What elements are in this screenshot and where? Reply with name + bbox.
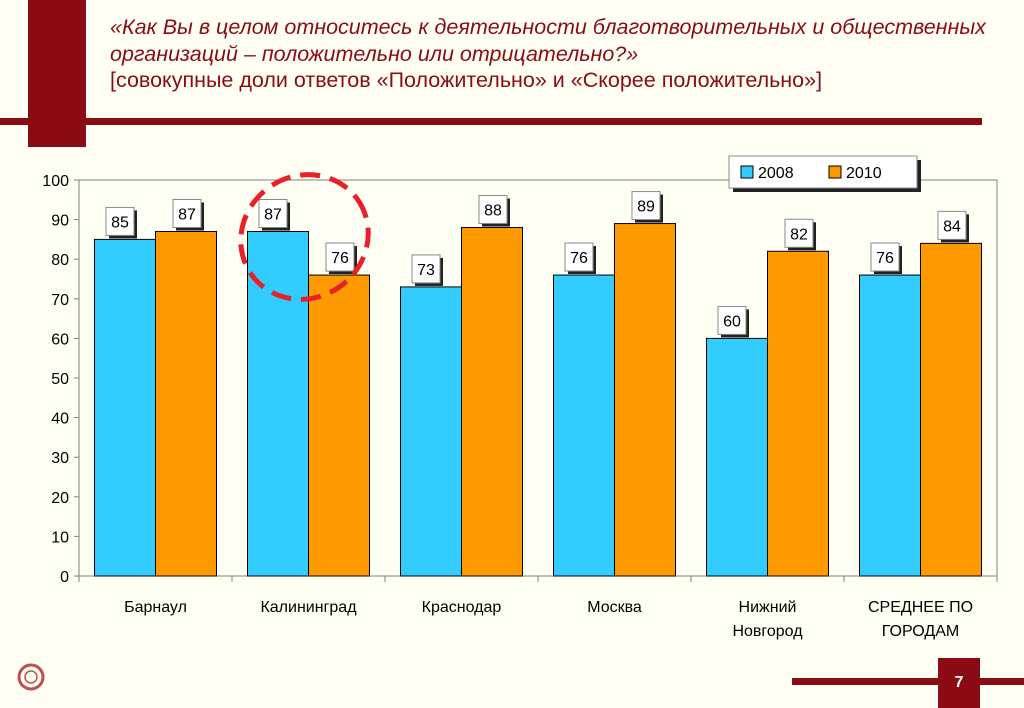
y-tick-label: 60 [51, 331, 69, 348]
y-tick-label: 40 [51, 411, 69, 428]
data-label-box [172, 198, 202, 228]
category-label: Барнаул [124, 599, 187, 616]
bar-2010 [155, 230, 217, 577]
data-label-box [631, 191, 661, 221]
category-label: Москва [587, 599, 642, 616]
category-label: Краснодар [422, 599, 502, 616]
bar-2010 [308, 274, 370, 577]
bar-2010 [920, 242, 982, 577]
data-label-box [478, 195, 508, 225]
legend [728, 155, 918, 189]
data-label: 76 [876, 250, 894, 267]
data-label: 87 [178, 206, 196, 223]
category-label: СРЕДНЕЕ ПО [868, 599, 973, 616]
data-label: 73 [417, 262, 435, 279]
data-label: 76 [331, 250, 349, 267]
bar-2010 [614, 223, 676, 577]
y-tick-label: 80 [51, 252, 69, 269]
y-tick-label: 50 [51, 371, 69, 388]
data-label-box [105, 206, 135, 236]
highlight-ellipse [238, 172, 371, 302]
data-label-box [937, 210, 967, 240]
data-label: 88 [484, 203, 502, 220]
y-tick-label: 30 [51, 450, 69, 467]
legend-swatch-2008 [740, 165, 754, 179]
y-tick-label: 100 [42, 173, 69, 190]
data-label-box [411, 254, 441, 284]
y-tick-label: 10 [51, 529, 69, 546]
legend-swatch-2010 [828, 165, 842, 179]
y-tick-label: 90 [51, 213, 69, 230]
data-label: 87 [264, 206, 282, 223]
data-label-box [258, 198, 288, 228]
y-tick-label: 0 [60, 569, 69, 586]
category-label: Нижний [739, 599, 797, 616]
category-label: ГОРОДАМ [882, 623, 959, 640]
data-label: 76 [570, 250, 588, 267]
data-label: 89 [637, 199, 655, 216]
y-tick-label: 20 [51, 490, 69, 507]
legend-label-2010: 2010 [846, 165, 882, 182]
y-tick-label: 70 [51, 292, 69, 309]
bar-2008 [247, 230, 309, 577]
category-label: Новгород [732, 623, 803, 640]
header-divider [0, 118, 982, 125]
category-label: Калининград [260, 599, 357, 616]
bar-2008 [706, 337, 768, 577]
bar-2008 [400, 286, 462, 577]
slide-title: «Как Вы в целом относитесь к деятельност… [110, 14, 1010, 94]
data-label: 85 [111, 214, 129, 231]
bar-2008 [553, 274, 615, 577]
data-label-box [717, 305, 747, 335]
bar-2008 [859, 274, 921, 577]
circular-logo-icon [16, 662, 46, 692]
data-label-box [870, 242, 900, 272]
legend-label-2008: 2008 [758, 165, 794, 182]
title-subtitle: [совокупные доли ответов «Положительно» … [110, 68, 823, 92]
footer-divider [792, 678, 1024, 685]
bar-2010 [461, 227, 523, 577]
title-question: «Как Вы в целом относитесь к деятельност… [110, 15, 986, 66]
data-label: 82 [790, 226, 808, 243]
data-label: 84 [943, 218, 961, 235]
page-number: 7 [938, 658, 980, 708]
data-label: 60 [723, 313, 741, 330]
data-label-box [564, 242, 594, 272]
bar-2008 [94, 238, 156, 577]
data-label-box [784, 218, 814, 248]
data-label-box [325, 242, 355, 272]
bar-2010 [767, 250, 829, 577]
